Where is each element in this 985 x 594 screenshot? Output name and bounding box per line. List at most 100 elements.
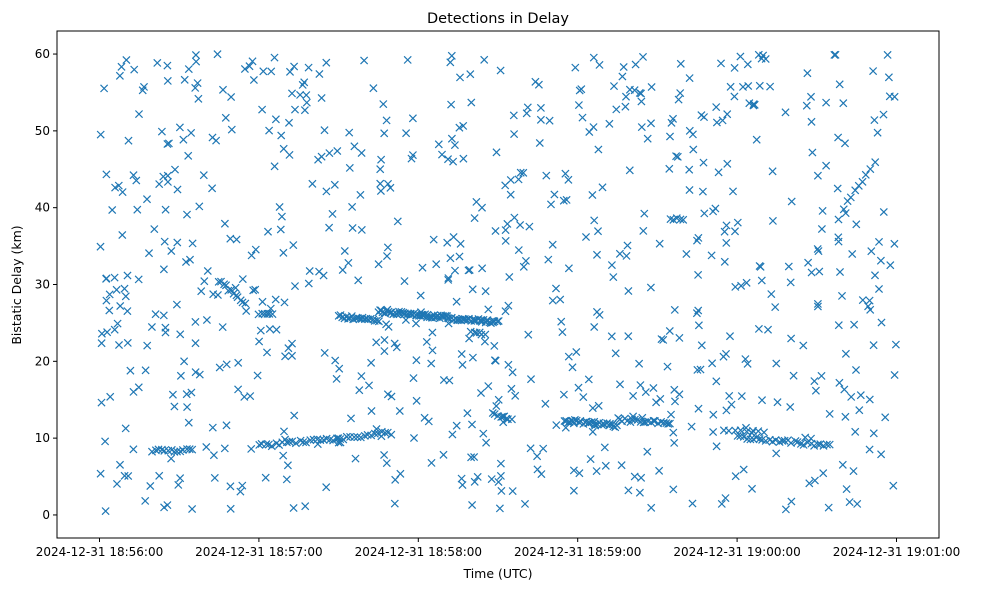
data-point: [481, 330, 490, 339]
data-point: [279, 451, 288, 460]
data-point: [544, 255, 553, 264]
data-point: [409, 374, 418, 383]
data-point: [609, 82, 619, 91]
data-point: [625, 166, 634, 175]
data-point: [666, 410, 676, 419]
data-point: [466, 70, 475, 79]
data-point: [497, 412, 506, 422]
data-point: [147, 322, 156, 332]
data-point: [262, 440, 271, 449]
data-point: [248, 57, 257, 66]
data-point: [333, 146, 342, 156]
data-point: [255, 440, 264, 449]
data-point: [96, 469, 105, 478]
data-point: [356, 190, 365, 199]
x-tick-label: 2024-12-31 18:57:00: [195, 545, 322, 559]
data-point: [756, 262, 765, 271]
data-point: [245, 62, 254, 71]
data-point: [564, 264, 573, 273]
data-point: [501, 307, 510, 316]
data-point: [382, 116, 391, 125]
data-point: [588, 427, 597, 436]
data-point: [443, 238, 452, 247]
data-point: [675, 333, 684, 342]
data-point: [479, 429, 488, 438]
data-point: [535, 138, 544, 148]
data-point: [222, 360, 231, 369]
data-point: [881, 413, 890, 422]
data-point: [588, 404, 597, 413]
data-point: [867, 247, 876, 256]
data-point: [757, 396, 767, 405]
data-point: [468, 500, 477, 510]
data-point: [890, 370, 899, 380]
data-point: [434, 140, 443, 149]
data-point: [284, 344, 293, 353]
data-point: [383, 390, 392, 399]
data-point: [837, 291, 847, 300]
data-point: [142, 195, 152, 204]
data-point: [277, 131, 286, 140]
data-point: [670, 438, 679, 447]
data-point: [331, 356, 340, 365]
data-point: [322, 58, 331, 67]
data-point: [350, 142, 359, 151]
data-point: [227, 92, 236, 102]
data-point: [618, 72, 627, 81]
data-point: [637, 123, 646, 132]
data-point: [301, 438, 311, 447]
data-point: [810, 476, 819, 485]
data-point: [455, 252, 464, 261]
data-point: [159, 172, 168, 181]
data-point: [221, 113, 230, 122]
data-point: [639, 226, 648, 235]
data-point: [383, 243, 392, 252]
data-point: [284, 118, 294, 127]
data-point: [607, 332, 616, 341]
data-point: [470, 214, 479, 223]
data-point: [877, 318, 886, 327]
data-point: [835, 80, 844, 89]
data-point: [192, 57, 201, 66]
data-point: [759, 51, 768, 60]
data-point: [687, 422, 696, 431]
data-point: [731, 472, 740, 481]
data-point: [723, 159, 732, 168]
data-point: [822, 161, 831, 170]
data-point: [322, 187, 331, 196]
data-point: [191, 317, 200, 326]
data-point: [447, 134, 456, 143]
data-point: [552, 421, 561, 430]
data-point: [446, 254, 455, 263]
data-point: [811, 386, 820, 395]
data-point: [520, 499, 530, 508]
data-point: [173, 238, 182, 247]
data-point: [185, 255, 195, 264]
data-point: [193, 79, 202, 88]
data-point: [763, 325, 773, 334]
data-point: [699, 158, 708, 167]
data-point: [584, 375, 593, 384]
data-point: [427, 359, 436, 368]
data-point: [304, 63, 313, 72]
data-point: [226, 482, 235, 491]
data-point: [611, 349, 620, 358]
data-point: [721, 349, 731, 358]
data-point: [841, 349, 850, 358]
data-point: [877, 450, 886, 459]
data-point: [367, 406, 376, 416]
data-point: [255, 337, 264, 346]
data-point: [265, 324, 274, 334]
data-point: [507, 384, 516, 393]
data-point: [525, 222, 534, 231]
data-point: [123, 338, 132, 347]
data-point: [775, 437, 784, 447]
data-point: [132, 176, 141, 185]
data-point: [851, 427, 860, 436]
data-point: [304, 279, 313, 288]
data-point: [432, 260, 441, 269]
data-point: [350, 433, 359, 442]
data-point: [561, 423, 570, 432]
data-point: [330, 180, 339, 189]
data-point: [655, 239, 664, 248]
